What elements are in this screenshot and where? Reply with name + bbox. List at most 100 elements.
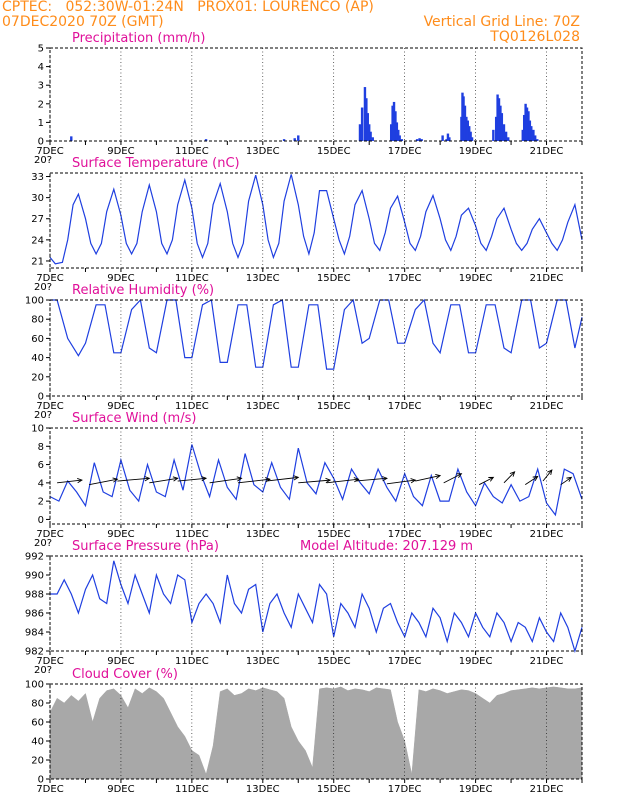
wind-arrowhead — [509, 471, 516, 477]
wind-arrowhead — [547, 469, 553, 476]
x-tick-label: 9DEC — [107, 529, 134, 540]
x-tick-label: 9DEC — [107, 656, 134, 667]
y-tick-label: 60 — [31, 718, 44, 729]
precip-bar — [533, 135, 537, 141]
precip-bar — [415, 139, 419, 141]
wind-vector — [237, 478, 270, 484]
precip-bar — [398, 135, 401, 141]
precip-bar — [494, 116, 498, 141]
x-year-label: 20? — [34, 410, 52, 421]
precip-bar — [492, 129, 495, 141]
wind-arrowhead — [172, 476, 179, 482]
wind-arrowhead — [201, 476, 208, 482]
precip-bar — [365, 98, 368, 141]
y-tick-label: 992 — [25, 552, 44, 563]
x-tick-label: 7DEC — [36, 784, 63, 795]
precip-bar — [522, 114, 526, 141]
precip-bar — [366, 113, 369, 141]
x-tick-label: 21DEC — [530, 529, 564, 540]
header-station: CPTEC: 052:30W-01:24N PROX01: LOURENCO (… — [2, 0, 374, 15]
x-tick-label: 19DEC — [459, 656, 493, 667]
wind-vector — [298, 479, 331, 484]
y-tick-label: 982 — [25, 647, 44, 658]
x-tick-label: 11DEC — [175, 656, 209, 667]
y-tick-label: 990 — [25, 571, 44, 582]
precip-bar — [360, 107, 364, 141]
wind-arrowhead — [293, 475, 300, 481]
precip-bar — [418, 138, 421, 141]
y-tick-label: 24 — [31, 235, 44, 246]
precip-bar — [394, 111, 397, 141]
wind-arrowhead — [456, 473, 463, 478]
y-tick-label: 20 — [31, 756, 44, 767]
y-tick-label: 30 — [31, 193, 44, 204]
y-tick-label: 4 — [38, 62, 44, 73]
rh-title: Relative Humidity (%) — [72, 283, 214, 298]
wind-vector — [88, 478, 118, 486]
x-tick-label: 19DEC — [459, 146, 493, 157]
x-tick-label: 13DEC — [246, 656, 280, 667]
precip-bar — [536, 139, 539, 141]
precip-bar — [400, 139, 404, 141]
precip-bar — [466, 120, 469, 141]
precip-bar — [497, 98, 501, 141]
precip-bar — [500, 113, 504, 141]
y-tick-label: 6 — [38, 460, 44, 471]
x-tick-label: 7DEC — [36, 529, 63, 540]
x-tick-label: 17DEC — [388, 146, 422, 157]
x-tick-label: 13DEC — [246, 784, 280, 795]
x-tick-label: 13DEC — [246, 529, 280, 540]
y-tick-label: 0 — [38, 392, 44, 403]
precip-bar — [391, 105, 394, 141]
x-tick-label: 15DEC — [317, 146, 351, 157]
x-year-label: 20? — [34, 155, 52, 166]
y-tick-label: 988 — [25, 590, 44, 601]
precip-bar — [297, 135, 300, 141]
precip-bar — [363, 87, 367, 141]
x-tick-label: 11DEC — [175, 273, 209, 284]
x-tick-label: 11DEC — [175, 146, 209, 157]
header-model-code: TQ0126L028 — [490, 29, 580, 45]
wind-vector — [478, 476, 494, 486]
y-tick-label: 8 — [38, 442, 44, 453]
precip-bar — [389, 124, 393, 141]
temp-line — [49, 174, 583, 265]
x-tick-label: 19DEC — [459, 784, 493, 795]
wind-title: Surface Wind (m/s) — [72, 411, 196, 426]
x-tick-label: 7DEC — [36, 656, 63, 667]
x-tick-label: 13DEC — [246, 146, 280, 157]
wind-vector — [149, 477, 178, 484]
x-tick-label: 7DEC — [36, 273, 63, 284]
pres-subtitle: Model Altitude: 207.129 m — [300, 539, 473, 554]
precip-bar — [465, 116, 468, 141]
x-tick-label: 21DEC — [530, 656, 564, 667]
precip-bar — [445, 139, 448, 141]
x-tick-label: 17DEC — [388, 529, 422, 540]
wind-arrowhead — [112, 477, 119, 483]
wind-vector — [209, 477, 242, 484]
x-tick-label: 21DEC — [530, 146, 564, 157]
pres-title: Surface Pressure (hPa) — [72, 539, 219, 554]
x-tick-label: 17DEC — [388, 784, 422, 795]
pres-line — [50, 560, 583, 654]
x-tick-label: 13DEC — [246, 273, 280, 284]
wind-arrowhead — [488, 476, 495, 482]
y-tick-label: 80 — [31, 699, 44, 710]
wind-arrowhead — [435, 473, 442, 479]
wind-arrowhead — [532, 475, 539, 481]
precip-bar — [525, 107, 529, 141]
wind-arrowhead — [382, 476, 388, 482]
header-grid-line: Vertical Grid Line: 70Z — [423, 14, 580, 30]
x-tick-label: 11DEC — [175, 784, 209, 795]
wind-arrowhead — [236, 476, 243, 482]
precip-bar — [395, 122, 399, 141]
x-tick-label: 9DEC — [107, 401, 134, 412]
x-tick-label: 19DEC — [459, 529, 493, 540]
wind-vector — [177, 477, 207, 482]
y-tick-label: 100 — [25, 296, 44, 307]
x-tick-label: 9DEC — [107, 146, 134, 157]
wind-line — [49, 444, 583, 517]
precip-bar — [293, 138, 296, 141]
panel-frame — [49, 299, 583, 397]
x-tick-label: 7DEC — [36, 146, 63, 157]
